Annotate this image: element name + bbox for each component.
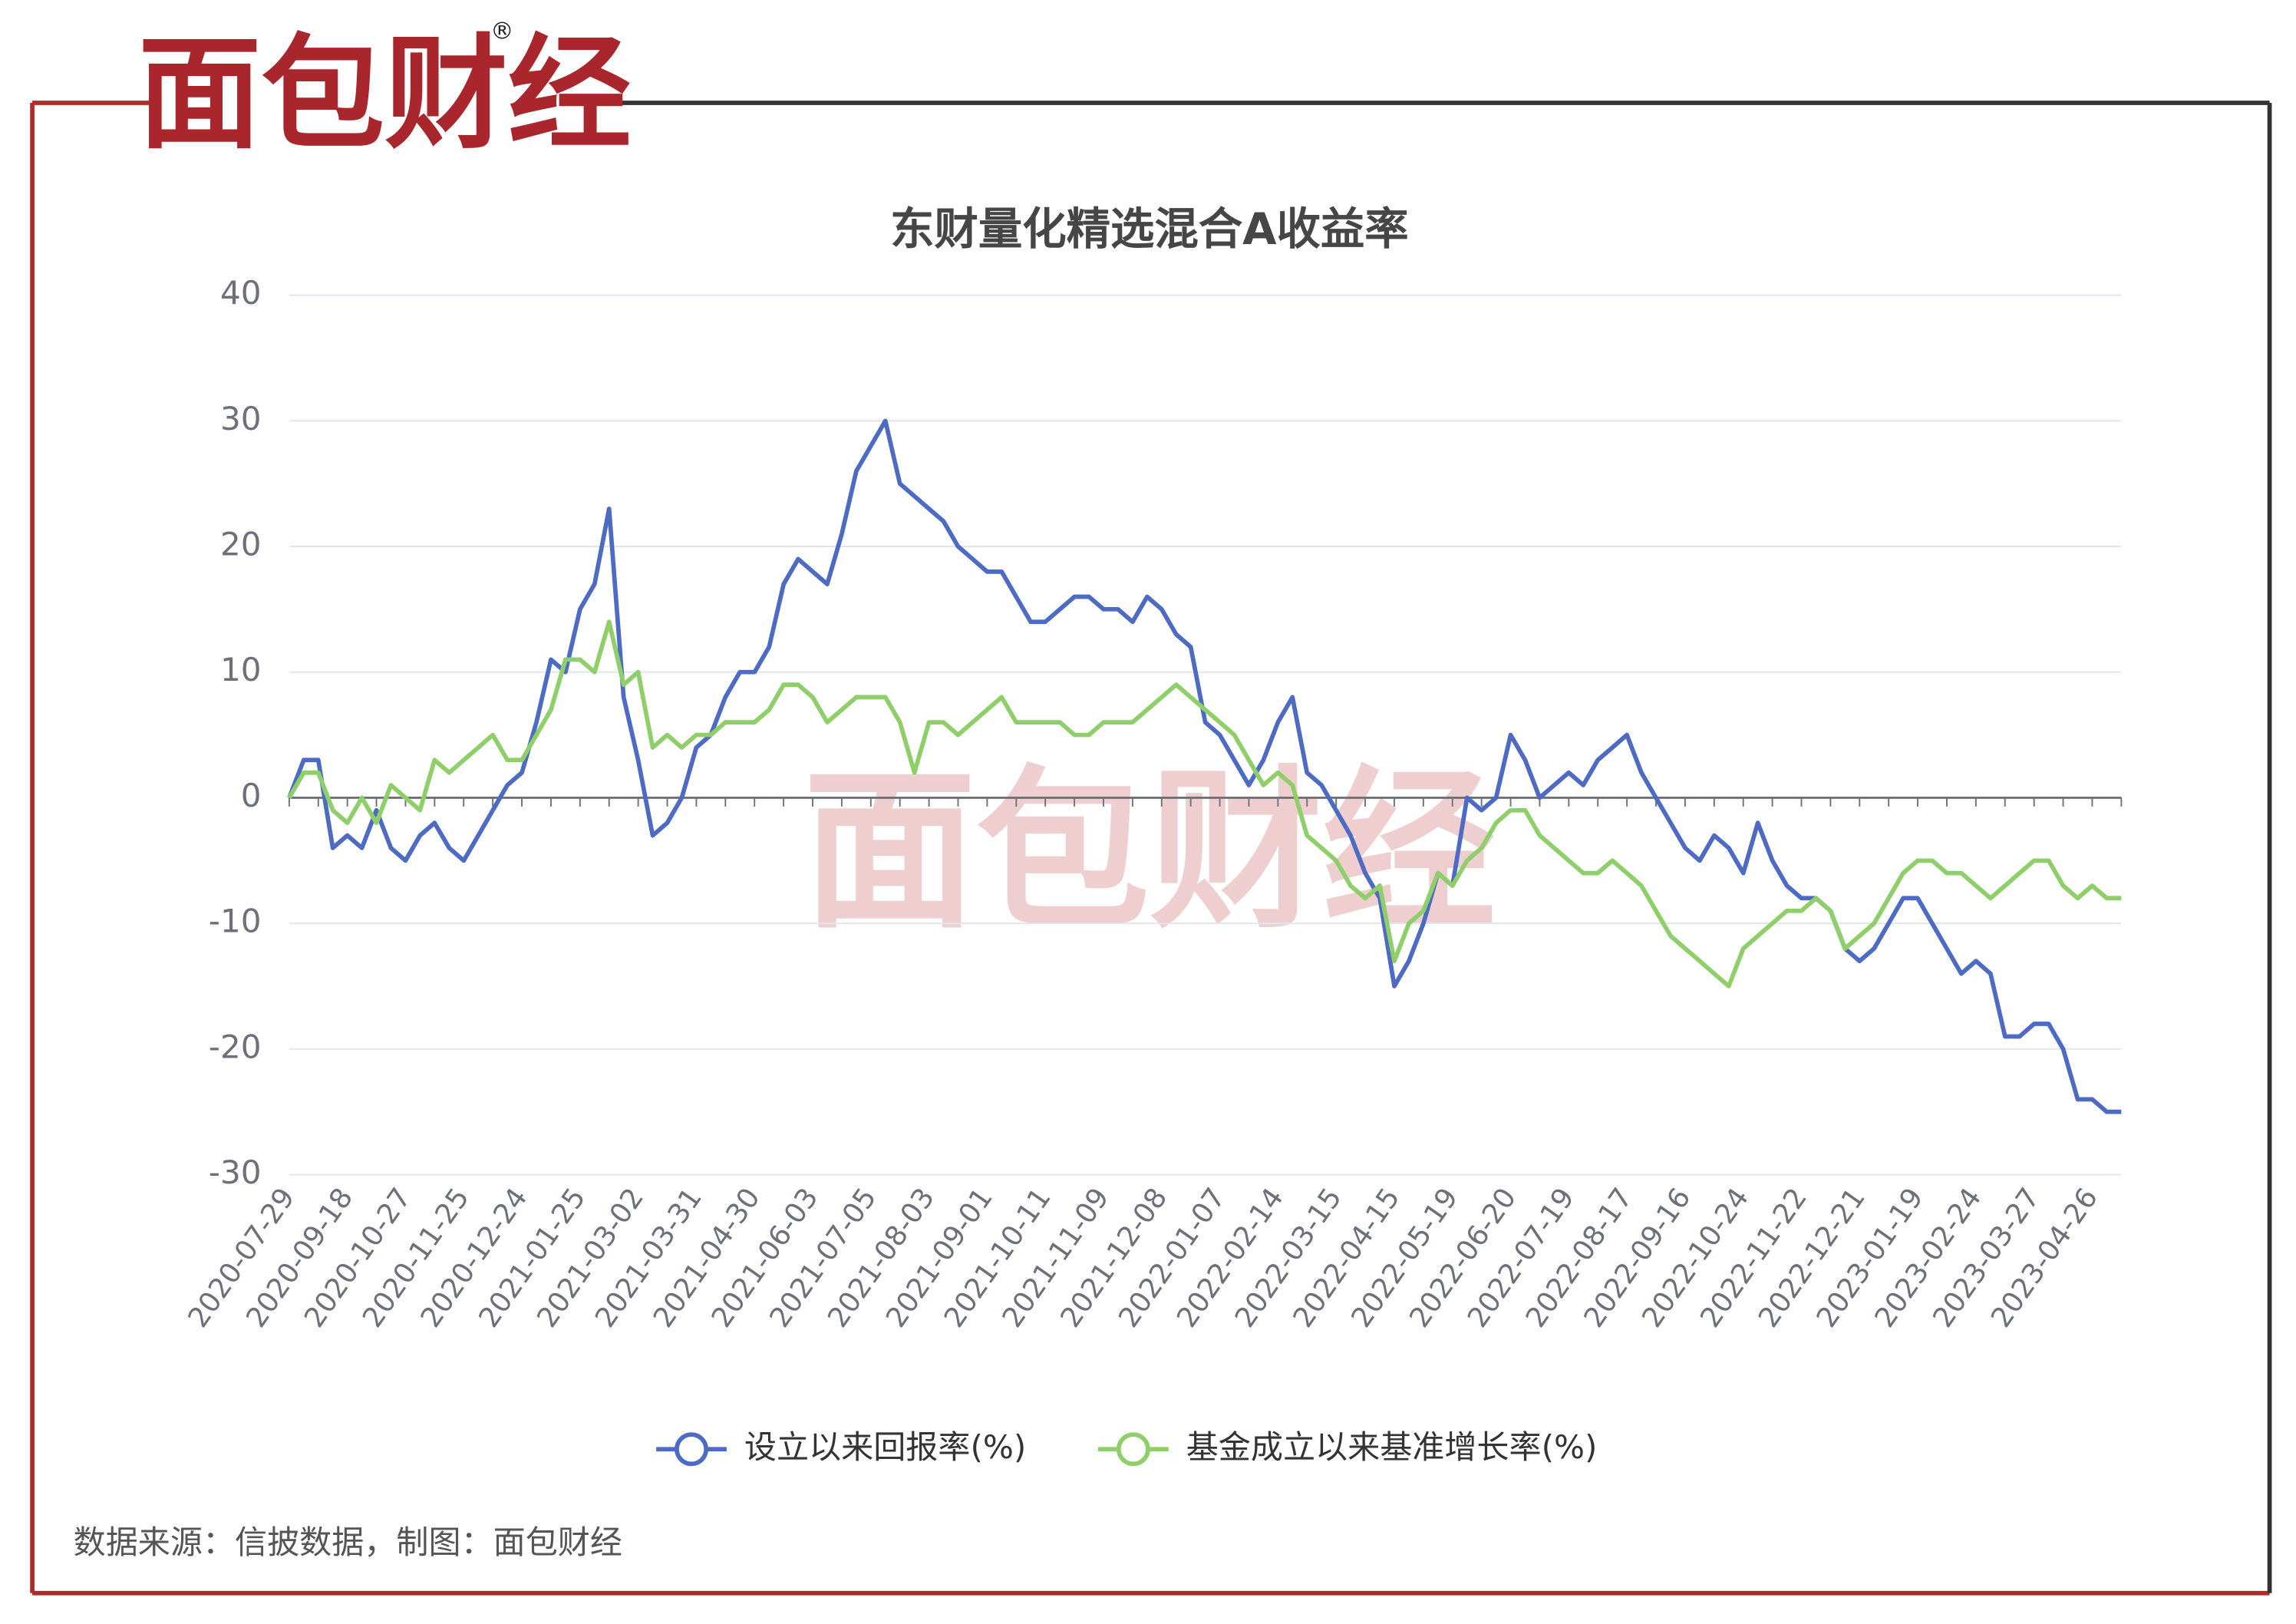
y-tick-label: -30: [209, 1154, 262, 1191]
chart-title: 东财量化精选混合A收益率: [890, 203, 1409, 255]
source-note: 数据来源：信披数据，制图：面包财经: [74, 1523, 622, 1561]
y-tick-label: -20: [209, 1028, 262, 1065]
logo: 面包财经: [138, 22, 632, 166]
y-tick-label: 20: [220, 526, 262, 563]
series-line: [287, 619, 2122, 989]
legend-marker: [1116, 1432, 1150, 1467]
y-tick-label: 10: [220, 651, 262, 688]
watermark: 面包财经: [803, 751, 1496, 952]
y-tick-label: 30: [220, 400, 262, 437]
legend-marker: [675, 1432, 709, 1467]
registered-mark: ®: [490, 18, 514, 45]
y-tick-label: 40: [220, 274, 262, 312]
y-tick-label: -10: [209, 903, 262, 940]
y-tick-label: 0: [241, 777, 262, 814]
legend-label: 基金成立以来基准增长率(%): [1186, 1428, 1598, 1466]
legend-label: 设立以来回报率(%): [744, 1428, 1026, 1466]
